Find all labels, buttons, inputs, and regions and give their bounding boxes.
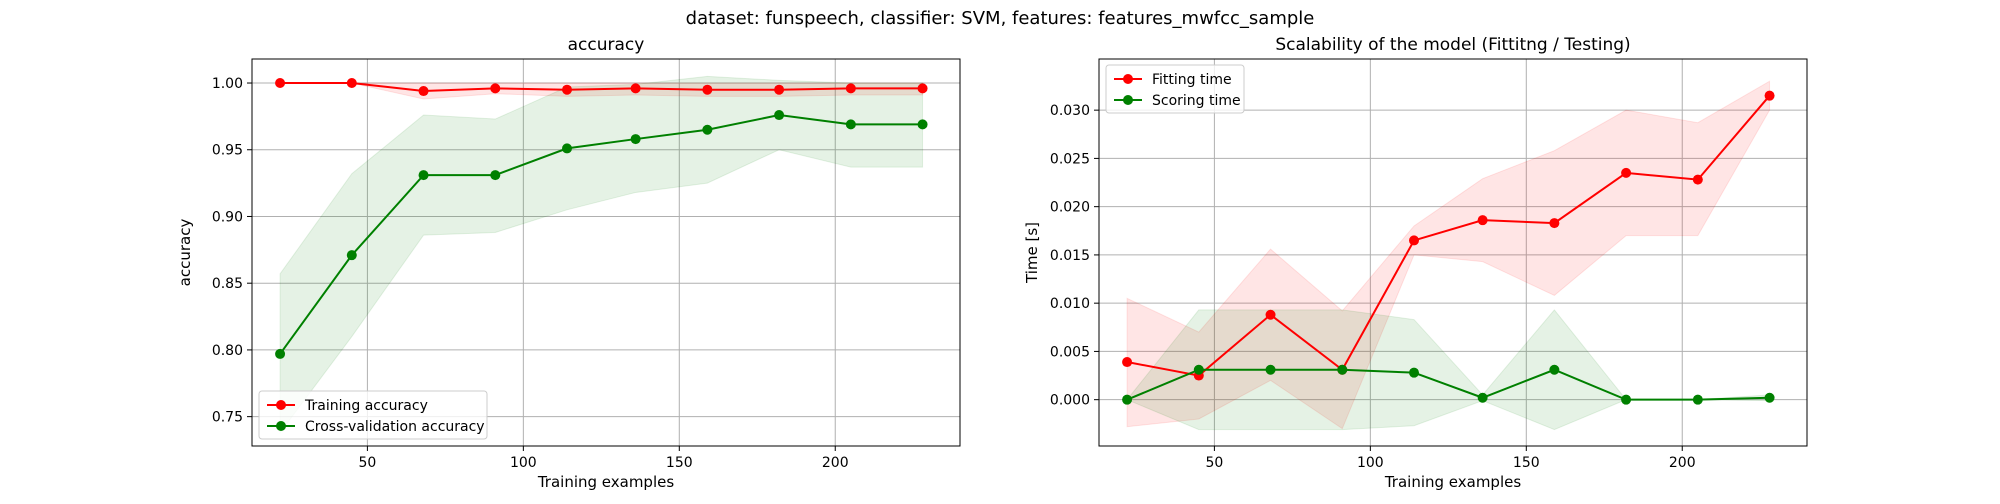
data-point — [1621, 167, 1632, 178]
x-tick-label: 100 — [510, 455, 537, 471]
data-point — [774, 84, 785, 95]
data-point — [1764, 392, 1775, 403]
x-tick-label: 200 — [822, 455, 849, 471]
legend-label: Scoring time — [1152, 93, 1241, 109]
data-point — [917, 83, 928, 94]
y-tick-label: 0.80 — [212, 343, 243, 359]
x-tick-label: 200 — [1669, 455, 1696, 471]
series-line-green — [1126, 368, 1770, 401]
y-tick-label: 0.000 — [1050, 393, 1090, 409]
y-axis-label: accuracy — [176, 219, 194, 287]
x-axis-label: Training examples — [1384, 473, 1522, 491]
y-tick-label: 0.020 — [1050, 200, 1090, 216]
axes-title: accuracy — [568, 35, 645, 55]
y-tick-label: 1.00 — [212, 76, 243, 92]
data-point — [562, 143, 573, 154]
data-point — [702, 84, 713, 95]
legend-label: Training accuracy — [304, 398, 428, 414]
data-point — [418, 86, 429, 97]
axes-frame — [251, 58, 961, 447]
data-point — [1477, 215, 1488, 226]
legend-marker — [1123, 74, 1133, 84]
data-point — [702, 124, 713, 135]
y-tick-label: 0.030 — [1050, 103, 1090, 119]
data-point — [1621, 394, 1632, 405]
x-tick-label: 50 — [358, 455, 376, 471]
x-tick-label: 50 — [1205, 455, 1223, 471]
legend-label: Cross-validation accuracy — [305, 419, 485, 435]
data-point — [1265, 364, 1276, 375]
data-point — [1764, 90, 1775, 101]
data-point — [275, 78, 286, 89]
y-axis-label: Time [s] — [1023, 222, 1041, 284]
legend-marker — [276, 400, 286, 410]
std-band-green — [279, 75, 924, 435]
data-point — [346, 78, 357, 89]
x-tick-label: 150 — [1513, 455, 1540, 471]
axes-title: Scalability of the model (Fittitng / Tes… — [1275, 35, 1630, 55]
y-tick-label: 0.015 — [1050, 248, 1090, 264]
x-tick-label: 100 — [1357, 455, 1384, 471]
legend-marker — [276, 421, 286, 431]
data-point — [1692, 174, 1703, 185]
data-point — [774, 110, 785, 121]
y-tick-label: 0.75 — [212, 410, 243, 426]
data-point — [1409, 367, 1420, 378]
data-point — [1122, 357, 1133, 368]
y-tick-label: 0.010 — [1050, 296, 1090, 312]
data-point — [418, 170, 429, 181]
legend: Fitting time Scoring time — [1105, 64, 1245, 114]
data-point — [490, 83, 501, 94]
y-tick-label: 0.025 — [1050, 151, 1090, 167]
data-point — [630, 134, 641, 145]
data-point — [1477, 392, 1488, 403]
data-point — [1122, 394, 1133, 405]
series-line-red — [280, 82, 923, 93]
legend-frame — [258, 390, 488, 440]
series-line-red — [1126, 95, 1771, 377]
accuracy-axes: 50 100 150 200 0.75 0.80 0.85 0.90 0.95 1.00 accur… — [176, 35, 961, 491]
data-point — [630, 83, 641, 94]
y-tick-label: 0.85 — [212, 276, 243, 292]
axes-frame — [1098, 58, 1808, 447]
data-point — [490, 170, 501, 181]
y-tick-label: 0.90 — [212, 209, 243, 225]
data-point — [1409, 235, 1420, 246]
legend-label: Fitting time — [1152, 72, 1232, 88]
series-line-green — [279, 114, 923, 355]
data-point — [346, 250, 357, 261]
data-point — [1549, 364, 1560, 375]
legend: Training accuracy Cross-validation accura… — [258, 390, 488, 440]
data-point — [1337, 364, 1348, 375]
legend-marker — [1123, 95, 1133, 105]
data-point — [1692, 394, 1703, 405]
x-tick-label: 150 — [666, 455, 693, 471]
plot-area — [1122, 80, 1775, 431]
data-point — [1265, 309, 1276, 320]
data-point — [845, 119, 856, 130]
y-tick-label: 0.005 — [1050, 344, 1090, 360]
std-band-red — [1126, 80, 1771, 430]
y-tick-label: 0.95 — [212, 143, 243, 159]
data-point — [845, 83, 856, 94]
data-point — [1549, 218, 1560, 229]
x-axis-label: Training examples — [537, 473, 675, 491]
data-point — [917, 119, 928, 130]
plot-area — [275, 75, 928, 435]
figure-suptitle: dataset: funspeech, classifier: SVM, fea… — [686, 8, 1315, 29]
data-point — [562, 84, 573, 95]
data-point — [1193, 364, 1204, 375]
scalability-axes: 50 100 150 200 0.000 0.005 0.010 0.015 0.020 0.02… — [1023, 35, 1808, 491]
data-point — [275, 348, 286, 359]
